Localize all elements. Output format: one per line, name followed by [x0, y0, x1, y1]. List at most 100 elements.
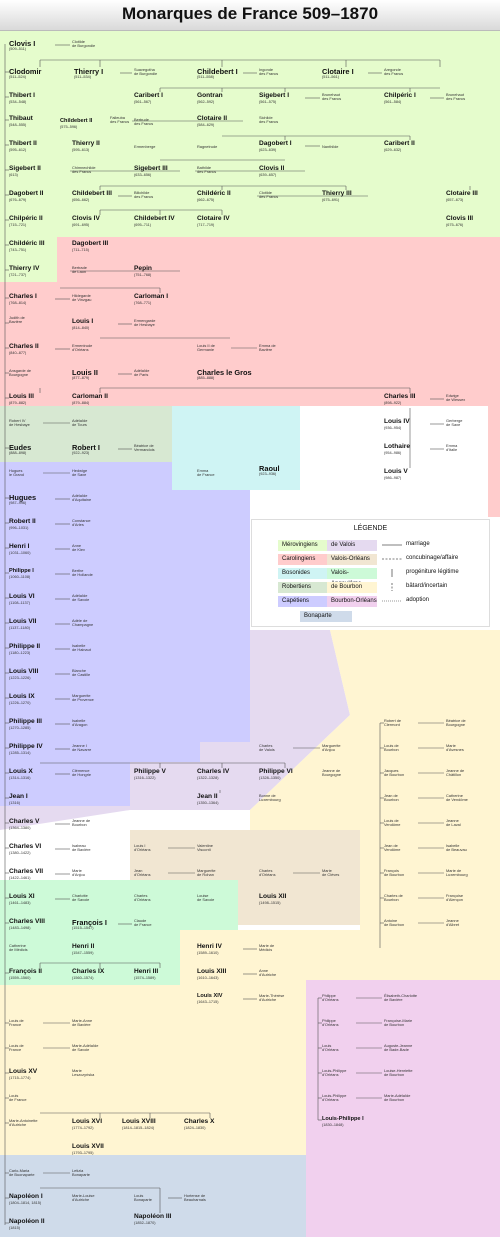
monarch-eudes: Eudes (888–898): [9, 444, 31, 456]
monarch-dates: (1270–1285): [9, 725, 31, 730]
legend-line-label: adoption: [406, 597, 430, 603]
spouse-berthe: Berthe de Hollande: [72, 568, 93, 578]
spouse-louis_orleans: Louis d'Orléans: [322, 1043, 339, 1053]
region-bourbon-orl-ans: [306, 980, 500, 1237]
spouse-jeanne_bourbon: Jeanne de Bourbon: [72, 818, 91, 828]
monarch-dates: (1824–1830): [184, 1125, 206, 1130]
monarch-dates: (657–673): [446, 197, 464, 202]
monarch-dates: (1108–1137): [9, 600, 30, 605]
spouse-chimnechilde: Chimnechilde des Francs: [72, 165, 96, 175]
monarch-name: Philippe V: [134, 768, 166, 775]
monarch-charles4: Charles IV (1322–1328): [197, 768, 230, 780]
spouse-marie_luxembourg: Marie de Luxembourg: [446, 868, 468, 878]
monarch-name: Louis I: [72, 318, 94, 325]
monarch-dates: (721–737): [9, 272, 27, 277]
monarch-name: Charles I: [9, 293, 37, 300]
spouse-adelaide_aq: Adélaïde d'Aquitaine: [72, 493, 92, 503]
monarch-sigebert3: Sigebert III (633–656): [134, 165, 168, 177]
region-cap-tiens: [0, 462, 250, 806]
monarch-dates: (1483–1498): [9, 925, 31, 930]
monarch-dates: (1559–1560): [9, 975, 31, 980]
monarch-louis12: Louis XII (1498–1515): [259, 893, 287, 905]
monarch-louis4: Louis IV (936–954): [384, 418, 410, 430]
monarch-name: Henri II: [72, 943, 95, 950]
spouse-constance: Constance d'Arles: [72, 518, 91, 528]
monarch-name: Thibert I: [9, 92, 36, 99]
monarch-name: Thibert II: [9, 140, 37, 147]
spouse-francois_bourbon: François de Bourbon: [384, 868, 405, 878]
monarch-dates: (509–511): [9, 47, 27, 52]
legend-swatch: Capétiens: [278, 596, 328, 607]
monarch-name: Louis II: [72, 368, 98, 377]
spouse-anne: Anne de Kiev: [72, 543, 85, 553]
monarch-name: Thierry III: [322, 190, 352, 197]
monarch-dates: (885–888): [197, 376, 215, 381]
monarch-sigebert1: Sigebert I (561–575): [259, 92, 289, 104]
monarch-philippe2: Philippe II (1180–1223): [9, 643, 40, 655]
monarch-dates: (898–922): [384, 400, 402, 405]
spouse-sichilde: Sichilde des Francs: [259, 115, 279, 125]
monarch-clotaire3: Clotaire III (657–673): [446, 190, 478, 202]
spouse-ermenberge: Ermenberge: [134, 144, 156, 149]
monarch-dates: (1226–1270): [9, 700, 31, 705]
monarch-name: Charles IV: [197, 768, 230, 775]
spouse-letizia: Letizia Bonaparte: [72, 1168, 90, 1178]
spouse-hugues_grand: Hugues le Grand: [9, 468, 24, 478]
monarch-name: Charles II: [9, 343, 39, 350]
legend-line-samples: [382, 544, 402, 602]
monarch-dagobert2: Dagobert II (676–679): [9, 190, 43, 202]
monarch-raoul: Raoul (923–936): [259, 465, 280, 477]
spouse-gerberge: Gerberge de Saxe: [446, 418, 463, 428]
monarch-clotaire1: Clotaire I (511–561): [322, 68, 354, 80]
spouse-louis_vendome: Louis de Vendôme: [384, 818, 401, 828]
monarch-chilperic2: Chilpéric II (715–721): [9, 215, 43, 227]
monarch-louis17: Louis XVII (1793–1795): [72, 1143, 104, 1155]
monarch-name: Caribert I: [134, 92, 163, 99]
monarch-name: Charles III: [384, 393, 416, 400]
monarch-dates: (1364–1380): [9, 825, 31, 830]
spouse-clotilde2: Clotilde des Francs: [259, 190, 279, 200]
spouse-marguerite_p: Marguerite de Provence: [72, 693, 94, 703]
monarch-charles9: Charles IX (1560–1574): [72, 968, 105, 980]
monarch-name: Clovis III: [446, 215, 474, 222]
spouse-bertrude: Bertrude des Francs: [134, 117, 154, 127]
monarch-name: Philippe III: [9, 718, 42, 725]
monarch-dates: (1589–1610): [197, 950, 219, 955]
monarch-dates: (511–524): [9, 75, 27, 80]
spouse-charles_valois: Charles de Valois: [259, 743, 275, 753]
monarch-henri1: Henri I (1031–1060): [9, 543, 31, 555]
spouse-nanthilde: Nanthilde: [322, 144, 339, 149]
monarch-name: Charles le Gros: [197, 368, 252, 377]
spouse-marie_adelaide_b: Marie-Adélaïde de Bourbon: [384, 1093, 411, 1103]
monarch-name: Napoléon I: [9, 1193, 43, 1200]
monarch-dates: (1060–1108): [9, 574, 31, 579]
monarch-charles_gros: Charles le Gros (885–888): [197, 369, 252, 381]
spouse-hortense: Hortense de Beauharnais: [184, 1193, 206, 1203]
monarch-dates: (877–879): [72, 376, 90, 381]
monarch-name: Childéric II: [197, 190, 231, 197]
spouse-charles_orleans: Charles d'Orléans: [259, 868, 276, 878]
monarch-name: Charles VIII: [9, 918, 45, 925]
spouse-adelaide_savoie: Adélaïde de Savoie: [72, 593, 90, 603]
monarch-name: Louis XII: [259, 893, 287, 900]
monarch-dates: (1793–1795): [72, 1150, 94, 1155]
spouse-robert4: Robert IV de Hesbaye: [9, 418, 30, 428]
monarch-carloman1: Carloman I (768–771): [134, 293, 168, 305]
monarch-name: Louis XIII: [197, 968, 227, 975]
spouse-blanche: Blanche de Castille: [72, 668, 91, 678]
monarch-dates: (662–675): [197, 197, 215, 202]
monarch-louis3: Louis III (879–882): [9, 393, 34, 405]
spouse-isabelle_h: Isabelle de Hainaut: [72, 643, 91, 653]
monarch-louis10: Louis X (1314–1316): [9, 768, 33, 780]
monarch-name: Charles X: [184, 1118, 215, 1125]
monarch-hugues: Hugues (987–996): [9, 494, 36, 506]
monarch-henri4: Henri IV (1589–1610): [197, 943, 222, 955]
monarch-name: Charles IX: [72, 968, 105, 975]
monarch-dates: (879–882): [9, 400, 27, 405]
monarch-name: Thierry I: [74, 67, 104, 76]
monarch-dates: (1643–1715): [197, 999, 219, 1004]
monarch-name: Charles VI: [9, 843, 42, 850]
monarch-clovis3: Clovis III (675–676): [446, 215, 474, 227]
monarch-dates: (1322–1328): [197, 775, 219, 780]
monarch-dates: (575–596): [60, 124, 78, 129]
